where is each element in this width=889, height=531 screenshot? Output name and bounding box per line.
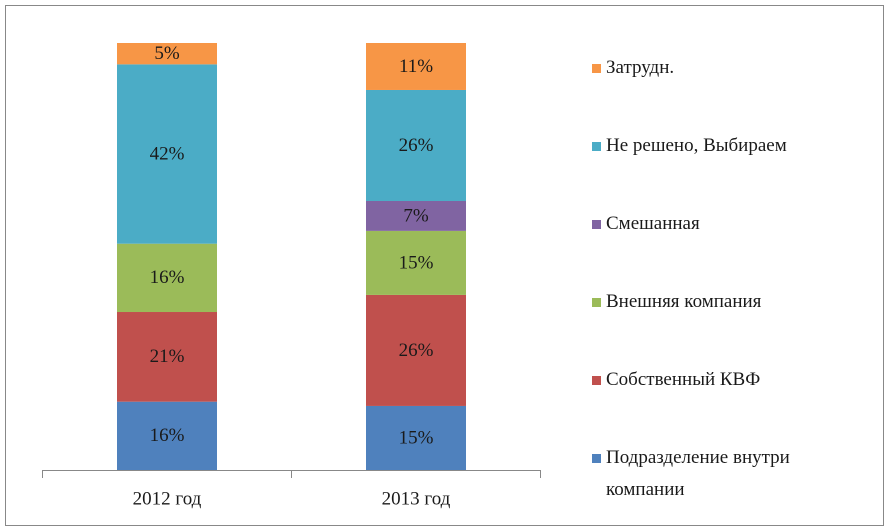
- legend-swatch: [592, 376, 601, 385]
- data-label: 5%: [154, 43, 180, 64]
- data-label: 21%: [150, 346, 185, 367]
- bar-segment: [117, 243, 217, 313]
- bar-segment: [366, 294, 466, 406]
- legend-swatch: [592, 142, 601, 151]
- legend-label: Затрудн.: [606, 57, 675, 78]
- data-label: 26%: [399, 135, 434, 156]
- legend-swatch: [592, 298, 601, 307]
- legend-label: Подразделение внутри компании: [606, 447, 790, 500]
- legend-label: Внешняя компания: [606, 291, 762, 312]
- bar-segment: [117, 312, 217, 402]
- data-label: 42%: [150, 143, 185, 164]
- bar-segment: [366, 200, 466, 231]
- legend-swatch: [592, 454, 601, 463]
- data-label: 15%: [399, 427, 434, 448]
- data-label: 15%: [399, 252, 434, 273]
- data-label: 16%: [150, 425, 185, 446]
- bar-segment: [366, 405, 466, 470]
- bar-segment: [366, 89, 466, 201]
- legend-label: Смешанная: [606, 213, 700, 234]
- legend-swatch: [592, 64, 601, 73]
- x-tick-label: 2012 год: [133, 488, 202, 509]
- data-label: 16%: [150, 267, 185, 288]
- legend-label: Не решено, Выбираем: [606, 135, 787, 156]
- bar-segment: [366, 230, 466, 295]
- bar-segment: [117, 43, 217, 65]
- data-label: 7%: [403, 205, 429, 226]
- data-label: 11%: [399, 56, 433, 77]
- x-tick-label: 2013 год: [382, 488, 451, 509]
- data-label: 26%: [399, 340, 434, 361]
- bar-segment: [117, 64, 217, 244]
- bar-segment: [366, 43, 466, 90]
- bar-segment: [117, 401, 217, 470]
- legend-swatch: [592, 220, 601, 229]
- legend-label: Собственный КВФ: [606, 369, 761, 390]
